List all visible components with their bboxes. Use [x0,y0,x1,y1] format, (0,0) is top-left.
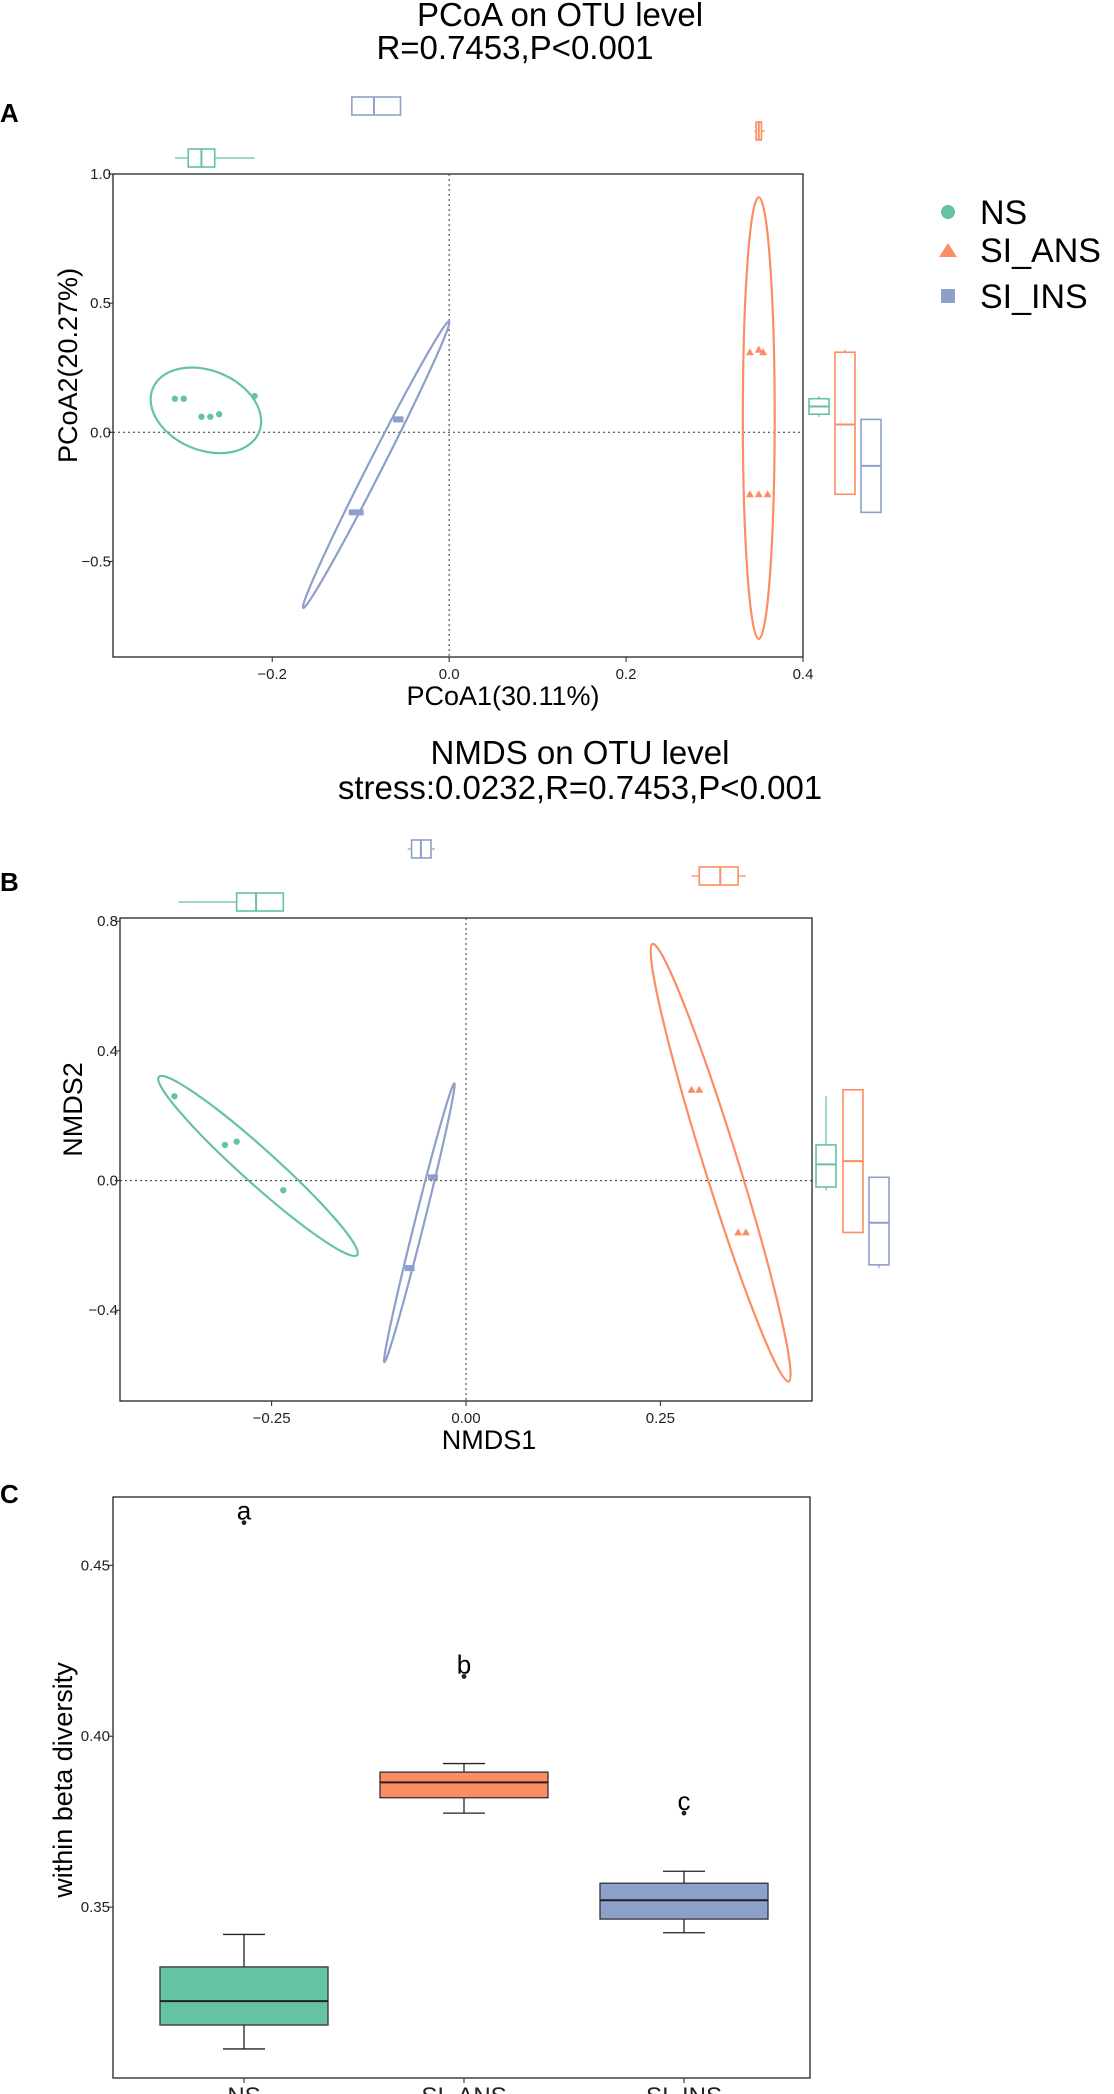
box-plot-frame [112,1496,811,2079]
pcoa-point-si-ans [759,348,768,356]
nmds-ellipse-si-ins [382,1082,456,1364]
pcoa-side-boxplot-si-ans-box [834,351,856,496]
box-ns-box [159,1966,329,2026]
pcoa-point-si-ins [357,509,364,516]
legend-si-ans-label: SI_ANS [980,232,1101,270]
pcoa-point-si-ins [348,509,355,516]
nmds-top-boxplot-si-ans-box [698,866,739,886]
pcoa-y-tick-label: −0.5 [81,553,111,570]
nmds-x-tick-label: 0.25 [646,1410,675,1427]
pcoa-point-si-ans [763,490,772,498]
pcoa-x-tick-label: 0.4 [793,666,814,683]
nmds-point-ns [221,1141,229,1149]
nmds-point-si-ins [408,1265,415,1272]
box-x-tick-label: NS [227,2083,260,2094]
pcoa-ellipse-ns [149,366,263,455]
nmds-point-ns [280,1187,287,1194]
pcoa-point-si-ans [745,490,754,498]
pcoa-point-ns [251,392,258,400]
panel-c-label: C [0,1479,19,1509]
panel-b-label: B [0,867,19,897]
box-y-axis-label: within beta diversity [48,1662,78,1899]
pcoa-x-axis-label: PCoA1(30.11%) [406,681,599,711]
pcoa-point-si-ans [754,490,763,498]
nmds-point-ns [233,1138,240,1145]
pcoa-plot-frame [112,173,804,658]
box-y-tick-label: 0.35 [81,1899,110,1916]
pcoa-point-ns [198,413,205,420]
legend-si-ins-marker [941,289,955,303]
box-si-ans-significance-letter: b [457,1649,471,1679]
box-x-tick-label: SI_ANS [421,2083,506,2094]
legend: NS SI_ANS SI_INS [939,194,1101,316]
nmds-side-boxplot-si-ins-box [868,1176,890,1266]
pcoa-point-si-ins [393,416,400,423]
pcoa-ellipse-si-ans [741,196,776,641]
box-si-ins-significance-letter: c [678,1786,691,1816]
pcoa-point-si-ins [353,509,360,516]
nmds-point-si-ans [734,1228,743,1236]
box-si-ins-outlier [681,1810,687,1816]
pcoa-y-tick-label: 1.0 [90,166,111,183]
nmds-top-boxplot-ns-box [235,892,285,912]
pcoa-y-tick-label: 0.5 [90,295,111,312]
nmds-point-si-ans [687,1085,696,1093]
nmds-point-si-ans [695,1085,704,1093]
box-ns-significance-letter: a [237,1496,252,1526]
nmds-ellipse-ns [157,1074,359,1258]
box-y-tick-label: 0.45 [81,1557,110,1574]
nmds-y-tick-label: −0.4 [88,1302,118,1319]
nmds-ellipse-si-ans [649,942,792,1383]
pcoa-x-tick-label: 0.0 [439,666,460,683]
pcoa-point-ns [180,395,187,402]
legend-si-ins-label: SI_INS [980,278,1088,316]
box-ns-outlier [241,1520,247,1526]
nmds-x-tick-label: 0.00 [451,1410,480,1427]
pcoa-top-boxplot-si-ins-box [351,96,402,116]
pcoa-ellipse-si-ins [301,320,451,610]
pcoa-point-si-ans [745,348,754,356]
nmds-point-si-ins [404,1265,411,1272]
box-y-tick-label: 0.40 [81,1728,110,1745]
nmds-point-si-ins [428,1174,435,1181]
pcoa-point-ns [207,413,214,420]
nmds-plot: −0.25 0.00 0.25 −0.4 0.0 0.4 0.8 NMDS1 NMDS2 [58,839,890,1455]
pcoa-point-ns [215,411,223,418]
nmds-title: NMDS on OTU level [431,734,730,771]
pcoa-x-tick-label: 0.2 [616,666,637,683]
nmds-y-axis-label: NMDS2 [58,1062,88,1157]
nmds-y-tick-label: 0.4 [97,1043,118,1060]
box-x-tick-label: SI_INS [646,2083,722,2094]
nmds-point-ns [171,1093,178,1100]
box-si-ans-outlier [461,1674,467,1679]
nmds-subtitle: stress:0.0232,R=0.7453,P<0.001 [338,769,822,806]
nmds-point-si-ins [431,1174,438,1181]
pcoa-plot: −0.2 0.0 0.2 0.4 −0.5 0.0 0.5 1.0 PCoA1(30.11%) P… [53,96,882,711]
panel-a-label: A [0,98,19,128]
nmds-side-boxplot-ns-box [815,1144,837,1188]
box-si-ans-box [379,1771,549,1799]
legend-ns-marker [941,205,955,219]
legend-si-ans-marker [939,243,957,257]
beta-diversity-boxplot: 0.35 0.40 0.45 within beta diversity a NS b SI_… [48,1496,811,2094]
pcoa-y-axis-label: PCoA2(20.27%) [53,268,83,463]
nmds-y-tick-label: 0.0 [97,1173,118,1190]
pcoa-y-tick-label: 0.0 [90,424,111,441]
pcoa-point-si-ins [397,416,404,423]
legend-ns-label: NS [980,194,1027,232]
pcoa-title: PCoA on OTU level [417,0,703,33]
pcoa-subtitle: R=0.7453,P<0.001 [376,29,653,66]
nmds-y-tick-label: 0.8 [97,913,118,930]
pcoa-point-si-ans [754,345,763,353]
pcoa-point-ns [171,395,179,402]
nmds-x-axis-label: NMDS1 [442,1425,537,1455]
pcoa-x-tick-label: −0.2 [257,666,287,683]
nmds-x-tick-label: −0.25 [253,1410,291,1427]
nmds-point-si-ans [741,1228,750,1236]
